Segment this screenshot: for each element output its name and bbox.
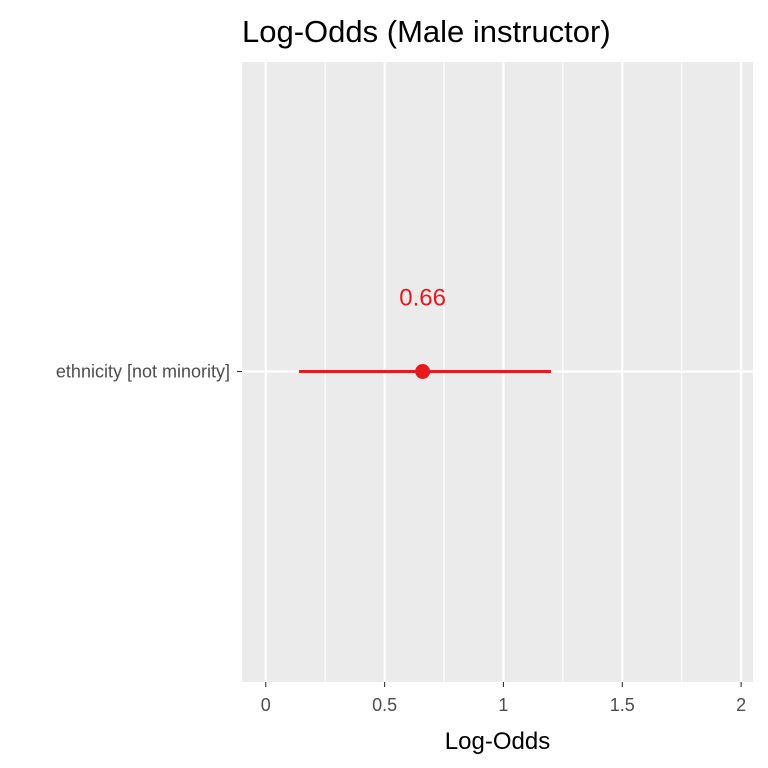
x-tick-label: 0 <box>261 695 271 715</box>
axes: 0 0.5 1 1.5 2 ethnicity [not minority] <box>56 362 746 716</box>
value-label: 0.66 <box>399 285 446 312</box>
x-axis-title: Log-Odds <box>445 728 550 755</box>
chart-title: Log-Odds (Male instructor) <box>242 14 611 49</box>
y-tick-label: ethnicity [not minority] <box>56 362 230 382</box>
x-tick-label: 1.5 <box>610 695 635 715</box>
estimate-marks <box>299 364 551 379</box>
x-tick-label: 0.5 <box>372 695 397 715</box>
x-tick-label: 2 <box>736 695 746 715</box>
value-labels: 0.66 <box>399 285 446 312</box>
x-tick-label: 1 <box>498 695 508 715</box>
point-estimate <box>415 364 431 379</box>
